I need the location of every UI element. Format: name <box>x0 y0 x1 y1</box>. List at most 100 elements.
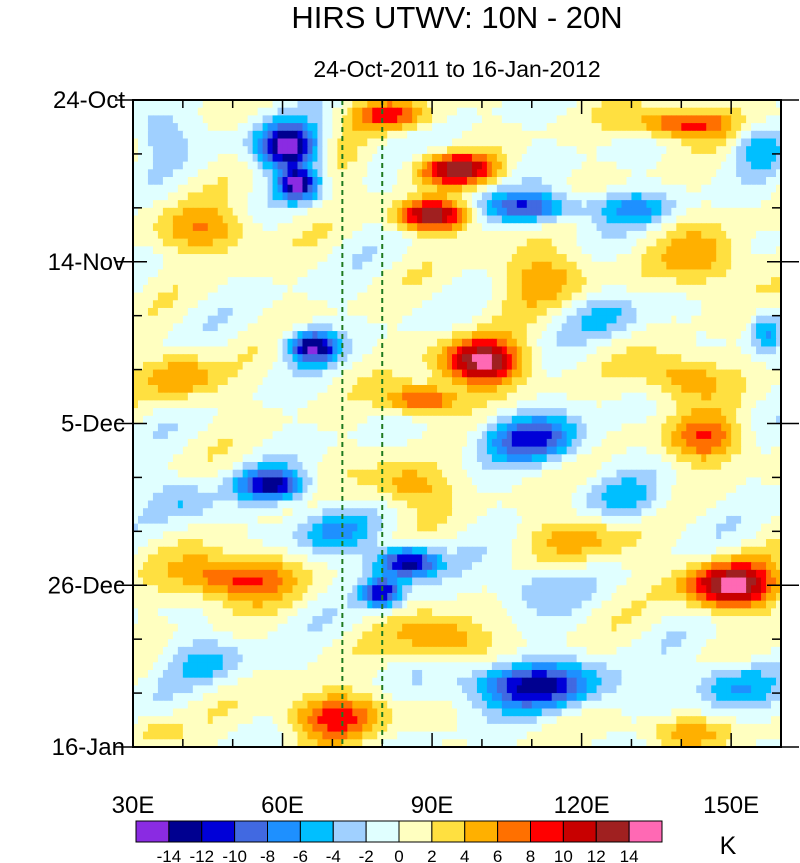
field-cell <box>756 369 762 378</box>
field-cell <box>516 130 523 140</box>
field-cell <box>307 361 314 371</box>
field-cell <box>432 215 438 224</box>
field-cell <box>601 369 608 378</box>
field-cell <box>227 169 234 178</box>
field-cell <box>536 323 543 332</box>
field-cell <box>671 177 677 186</box>
field-cell <box>157 361 164 371</box>
field-cell <box>147 223 154 232</box>
field-cell <box>591 223 598 232</box>
field-cell <box>212 230 219 240</box>
field-cell <box>531 238 538 247</box>
field-cell <box>761 123 767 132</box>
field-cell <box>746 138 752 147</box>
field-cell <box>696 215 702 224</box>
field-cell <box>362 346 368 355</box>
field-cell <box>596 146 603 155</box>
field-cell <box>701 215 707 224</box>
field-cell <box>676 384 682 394</box>
field-cell <box>157 223 164 232</box>
field-cell <box>142 100 149 109</box>
field-cell <box>272 230 279 240</box>
field-cell <box>506 123 513 132</box>
field-cell <box>566 200 573 209</box>
field-cell <box>407 269 413 278</box>
field-cell <box>686 192 692 201</box>
field-cell <box>471 192 478 201</box>
field-cell <box>586 246 593 255</box>
field-cell <box>586 138 593 147</box>
field-cell <box>182 346 189 355</box>
field-cell <box>621 207 628 217</box>
field-cell <box>247 369 254 378</box>
field-cell <box>491 361 498 371</box>
field-cell <box>471 377 478 386</box>
field-cell <box>292 346 299 355</box>
field-cell <box>167 246 174 255</box>
field-cell <box>691 207 697 217</box>
field-cell <box>307 192 314 201</box>
field-cell <box>162 277 169 286</box>
field-cell <box>382 169 388 178</box>
field-cell <box>756 169 762 178</box>
field-cell <box>327 261 333 271</box>
field-cell <box>432 130 438 140</box>
field-cell <box>741 323 747 332</box>
field-cell <box>681 192 687 201</box>
field-cell <box>412 223 418 232</box>
field-cell <box>516 315 523 324</box>
field-cell <box>272 254 279 263</box>
field-cell <box>766 138 772 147</box>
field-cell <box>247 354 254 363</box>
field-cell <box>776 277 781 286</box>
field-cell <box>736 100 742 109</box>
field-cell <box>681 177 687 186</box>
field-cell <box>736 238 742 247</box>
field-cell <box>267 346 274 355</box>
field-cell <box>626 315 633 324</box>
field-cell <box>447 238 453 247</box>
field-cell <box>407 277 413 286</box>
field-cell <box>397 261 403 271</box>
field-cell <box>526 169 533 178</box>
field-cell <box>691 292 697 301</box>
field-cell <box>581 153 588 163</box>
field-cell <box>222 153 229 163</box>
field-cell <box>471 354 478 363</box>
field-cell <box>357 346 363 355</box>
field-cell <box>272 100 279 109</box>
field-cell <box>152 300 159 309</box>
field-cell <box>242 230 249 240</box>
field-cell <box>157 161 164 170</box>
field-cell <box>531 300 538 309</box>
field-cell <box>626 169 633 178</box>
field-cell <box>681 284 687 294</box>
field-cell <box>701 107 707 116</box>
field-cell <box>277 177 284 186</box>
field-cell <box>686 269 692 278</box>
field-cell <box>586 123 593 132</box>
field-cell <box>432 246 438 255</box>
field-cell <box>337 169 343 178</box>
field-cell <box>442 123 448 132</box>
field-cell <box>152 384 159 394</box>
field-cell <box>342 277 348 286</box>
field-cell <box>611 238 618 247</box>
field-cell <box>237 369 244 378</box>
field-cell <box>352 153 358 163</box>
field-cell <box>611 261 618 271</box>
field-cell <box>541 369 548 378</box>
field-cell <box>157 230 164 240</box>
field-cell <box>422 161 428 170</box>
field-cell <box>756 146 762 155</box>
field-cell <box>342 300 348 309</box>
field-cell <box>756 277 762 286</box>
field-cell <box>377 369 383 378</box>
field-cell <box>217 284 224 294</box>
field-cell <box>177 346 184 355</box>
field-cell <box>277 331 284 340</box>
field-cell <box>766 207 772 217</box>
field-cell <box>432 200 438 209</box>
field-cell <box>616 107 623 116</box>
field-cell <box>481 369 488 378</box>
